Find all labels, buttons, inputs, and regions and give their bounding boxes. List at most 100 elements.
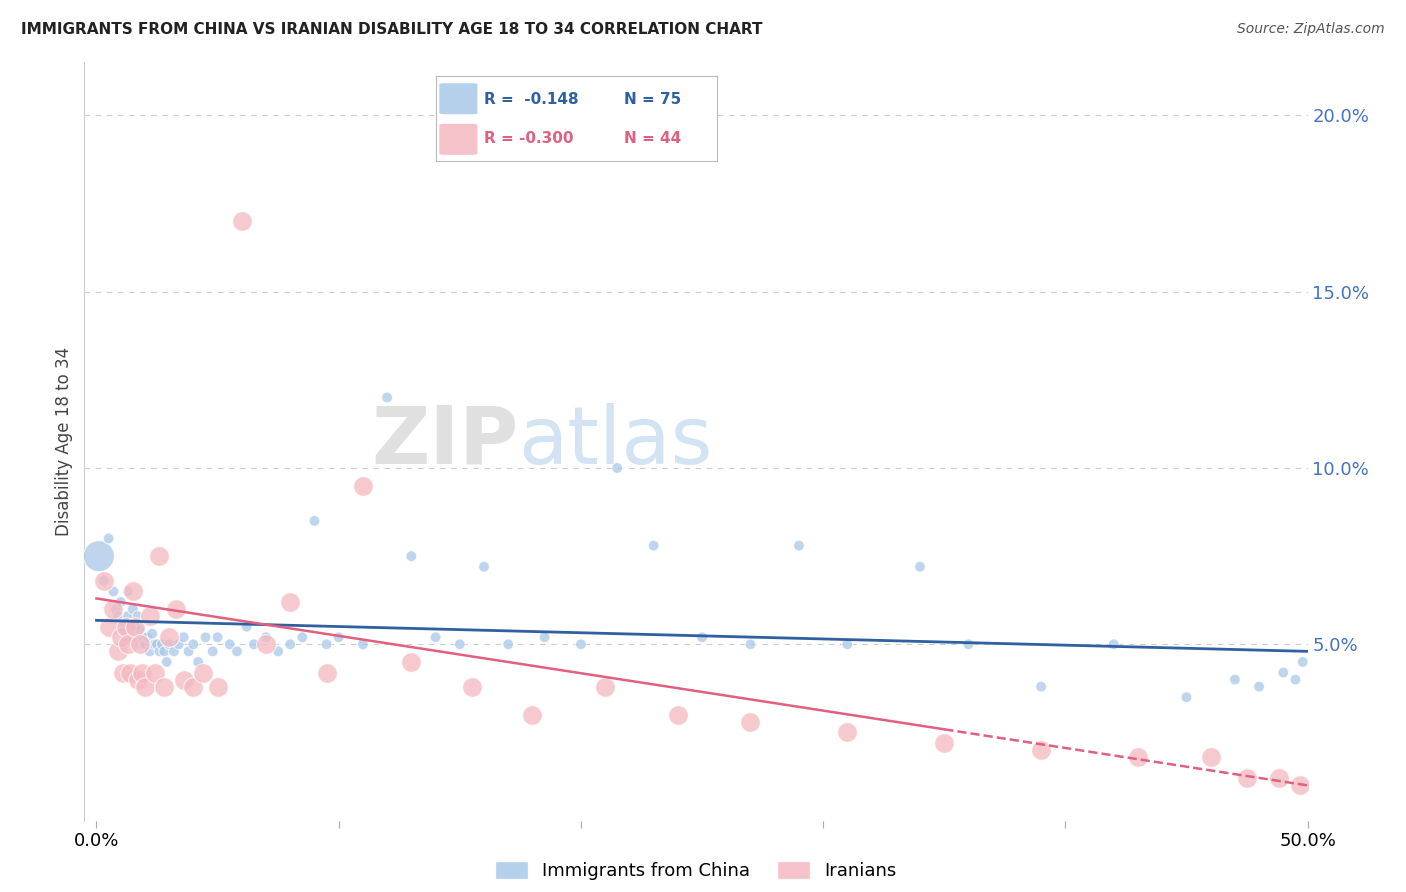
Point — [107, 609, 129, 624]
Point — [153, 680, 176, 694]
Point — [117, 609, 139, 624]
Point — [107, 644, 129, 658]
Point — [87, 549, 110, 563]
Point — [304, 514, 326, 528]
Point — [1249, 680, 1271, 694]
Point — [315, 637, 337, 651]
Point — [183, 680, 205, 694]
Point — [143, 637, 166, 651]
Point — [120, 620, 142, 634]
Point — [1267, 772, 1289, 786]
Point — [1292, 655, 1315, 669]
Point — [129, 637, 152, 651]
Point — [163, 644, 186, 658]
Point — [148, 549, 170, 563]
Point — [201, 644, 224, 658]
Point — [173, 630, 195, 644]
Point — [153, 644, 176, 658]
Point — [127, 609, 149, 624]
Point — [207, 630, 229, 644]
Point — [143, 665, 166, 680]
Text: IMMIGRANTS FROM CHINA VS IRANIAN DISABILITY AGE 18 TO 34 CORRELATION CHART: IMMIGRANTS FROM CHINA VS IRANIAN DISABIL… — [21, 22, 762, 37]
Point — [837, 725, 859, 739]
Point — [267, 644, 290, 658]
Point — [131, 665, 153, 680]
Point — [129, 624, 152, 638]
Point — [401, 655, 423, 669]
Point — [606, 461, 628, 475]
Point — [934, 736, 956, 750]
Point — [93, 574, 115, 588]
Point — [121, 602, 143, 616]
Point — [117, 584, 139, 599]
Point — [472, 559, 495, 574]
Point — [690, 630, 713, 644]
Point — [522, 707, 544, 722]
Point — [461, 680, 484, 694]
Point — [103, 602, 125, 616]
Point — [1289, 778, 1312, 792]
Point — [254, 637, 277, 651]
Text: N = 44: N = 44 — [624, 131, 682, 146]
Point — [1029, 743, 1052, 757]
Point — [401, 549, 423, 563]
Point — [114, 630, 136, 644]
Point — [110, 595, 132, 609]
Point — [121, 630, 143, 644]
FancyBboxPatch shape — [439, 123, 478, 155]
Point — [104, 602, 127, 616]
Point — [167, 637, 190, 651]
Text: ZIP: ZIP — [371, 402, 519, 481]
Point — [173, 673, 195, 687]
Point — [1175, 690, 1198, 705]
Point — [139, 609, 162, 624]
Point — [1029, 680, 1052, 694]
Point — [740, 637, 762, 651]
Point — [352, 478, 374, 492]
Point — [254, 630, 277, 644]
Point — [97, 620, 120, 634]
Point — [908, 559, 931, 574]
Point — [1284, 673, 1306, 687]
Point — [117, 637, 139, 651]
Point — [207, 680, 229, 694]
Point — [156, 655, 179, 669]
Legend: Immigrants from China, Iranians: Immigrants from China, Iranians — [488, 854, 904, 888]
Point — [129, 637, 152, 651]
Point — [136, 630, 159, 644]
Point — [112, 665, 135, 680]
Point — [278, 595, 301, 609]
Point — [1199, 750, 1222, 764]
Point — [231, 214, 253, 228]
Point — [425, 630, 447, 644]
Y-axis label: Disability Age 18 to 34: Disability Age 18 to 34 — [55, 347, 73, 536]
Point — [157, 630, 180, 644]
Point — [837, 637, 859, 651]
Point — [1102, 637, 1125, 651]
Point — [124, 620, 146, 634]
Point — [666, 707, 689, 722]
Point — [139, 644, 162, 658]
Point — [134, 637, 156, 651]
Point — [328, 630, 350, 644]
Point — [134, 680, 156, 694]
Text: N = 75: N = 75 — [624, 92, 682, 107]
Point — [569, 637, 592, 651]
Point — [278, 637, 301, 651]
Point — [226, 644, 249, 658]
Text: atlas: atlas — [519, 402, 713, 481]
Point — [127, 673, 149, 687]
Point — [787, 539, 810, 553]
Point — [496, 637, 519, 651]
Point — [150, 637, 173, 651]
Point — [141, 626, 163, 640]
Point — [533, 630, 555, 644]
Point — [291, 630, 314, 644]
Point — [449, 637, 471, 651]
Point — [114, 620, 136, 634]
Point — [187, 655, 209, 669]
Point — [957, 637, 980, 651]
Point — [121, 584, 143, 599]
Point — [131, 630, 153, 644]
Point — [218, 637, 240, 651]
